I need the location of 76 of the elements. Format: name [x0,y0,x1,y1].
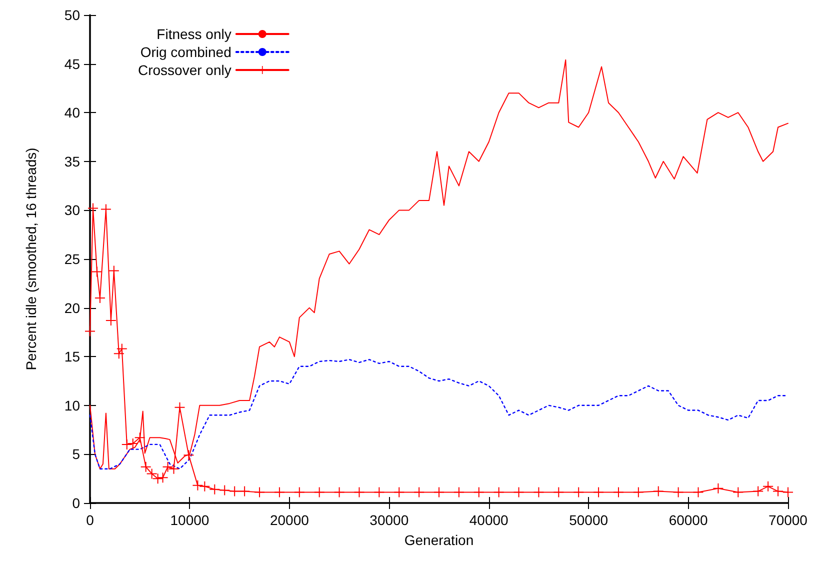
x-tick-label: 0 [86,512,94,528]
y-tick-label: 35 [64,153,80,170]
point [174,402,185,412]
point [454,487,464,498]
y-tick-label: 25 [64,251,80,267]
point [753,486,764,496]
x-tick-label: 70000 [768,512,808,528]
point [394,487,404,498]
point [254,487,265,498]
point [673,487,684,498]
point [294,487,304,498]
point [122,439,132,450]
point [613,487,624,498]
point [334,487,344,498]
point [414,487,424,498]
point [128,438,138,448]
point [152,474,163,484]
y-axis-title: Percent idle (smoothed, 16 threads) [23,148,39,370]
point [168,464,179,474]
point [220,485,230,496]
point [116,344,127,354]
point [108,266,119,276]
legend-label: Crossover only [138,62,232,78]
point [653,486,664,496]
point [773,486,784,496]
y-tick-label: 10 [64,397,80,414]
point [92,266,102,277]
x-tick-label: 60000 [668,512,708,528]
y-tick-label: 45 [64,56,80,72]
y-tick-label: 0 [72,495,80,511]
point [192,480,203,490]
y-tick-label: 5 [72,446,80,462]
x-tick-label: 10000 [170,512,210,528]
x-tick-label: 40000 [469,512,509,528]
y-tick-label: 20 [64,300,80,316]
point [574,487,584,498]
point [240,486,250,496]
point [184,450,194,460]
point [162,462,173,472]
point [146,468,157,479]
point [374,487,384,498]
y-tick-label: 40 [64,104,80,121]
point [314,487,324,498]
point [434,487,444,498]
x-axis-title: Generation [404,532,474,548]
point [134,432,145,443]
y-tick-label: 30 [64,202,80,218]
point [158,472,168,483]
point [693,487,704,498]
y-tick-label: 50 [64,7,80,23]
x-tick-label: 20000 [270,512,310,528]
point [633,487,644,498]
legend-label: Orig combined [140,44,232,60]
point [514,487,524,498]
point [733,487,744,498]
point [474,487,484,498]
point [274,487,284,498]
point [763,481,774,492]
y-tick-label: 15 [64,348,80,365]
point [534,487,544,498]
point [783,487,793,498]
point [85,326,95,336]
point [100,204,111,214]
x-tick-label: 30000 [370,512,409,528]
point [200,481,210,492]
legend-label: Fitness only [156,26,232,42]
point [594,487,604,498]
point [140,462,151,472]
x-tick-label: 50000 [569,512,608,528]
point [494,487,504,498]
point [106,315,116,326]
point [554,487,564,498]
point [713,483,724,494]
point [230,486,240,496]
point [354,487,364,498]
point [210,484,220,494]
